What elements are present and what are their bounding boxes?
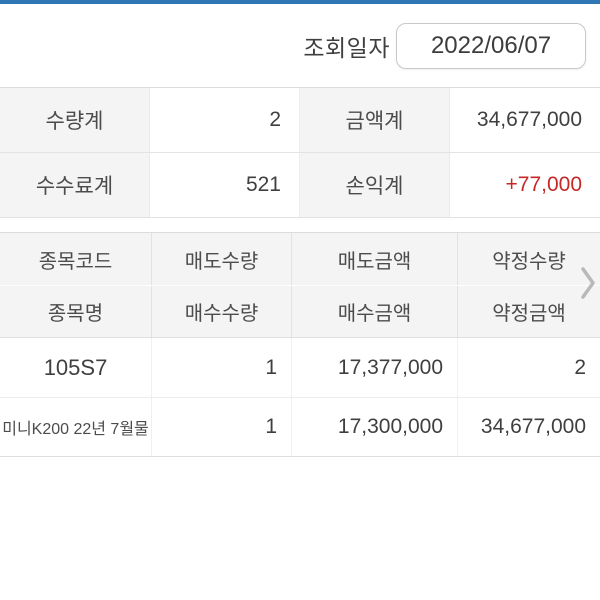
table-row-code[interactable]: 105S7 1 17,377,000 2 [0,338,600,398]
table-row-name[interactable]: 미니K200 22년 7월물 1 17,300,000 34,677,000 [0,398,600,457]
chevron-right-icon[interactable] [576,260,600,306]
total-pnl-value: +77,000 [505,173,583,196]
table-header-row-1: 종목코드 매도수량 매도금액 약정수량 [0,233,600,286]
header-symbol-name: 종목명 [0,286,152,337]
item-buy-amount: 17,300,000 [292,398,458,456]
summary-grid: 수량계 2 금액계 34,677,000 수수료계 521 손익계 +77,00… [0,87,600,218]
query-date-value: 2022/06/07 [430,31,552,59]
summary-row: 수량계 2 금액계 34,677,000 [0,88,600,153]
header-symbol-code: 종목코드 [0,233,152,285]
total-pnl-label: 손익계 [300,153,450,217]
table-header-row-2: 종목명 매수수량 매수금액 약정금액 [0,286,600,338]
item-buy-qty: 1 [152,398,292,456]
total-fee-value: 521 [150,153,300,217]
header-buy-qty: 매수수량 [152,286,292,337]
item-contract-amount: 34,677,000 [480,415,586,438]
top-accent-bar [0,0,600,4]
header-contract-qty: 약정수량 [458,233,600,285]
header-buy-amount: 매수금액 [292,286,458,337]
header-sell-qty: 매도수량 [152,233,292,285]
header-sell-amount: 매도금액 [292,233,458,285]
total-quantity-value: 2 [150,88,300,152]
header-contract-amount: 약정금액 [458,286,600,337]
query-date-row: 조회일자 2022/06/07 [0,4,600,87]
total-amount-label: 금액계 [300,88,450,152]
item-sell-qty: 1 [152,338,292,397]
item-sell-amount: 17,377,000 [292,338,458,397]
query-date-label: 조회일자 [303,34,390,61]
total-fee-label: 수수료계 [0,153,150,217]
total-amount-value: 34,677,000 [476,108,582,131]
item-code: 105S7 [0,338,152,397]
trades-table: 종목코드 매도수량 매도금액 약정수량 종목명 매수수량 매수금액 약정금액 1… [0,232,600,457]
total-quantity-label: 수량계 [0,88,150,152]
query-date-input[interactable]: 2022/06/07 [396,22,586,69]
summary-row: 수수료계 521 손익계 +77,000 [0,153,600,218]
item-name: 미니K200 22년 7월물 [0,398,152,456]
item-contract-qty: 2 [574,355,586,379]
